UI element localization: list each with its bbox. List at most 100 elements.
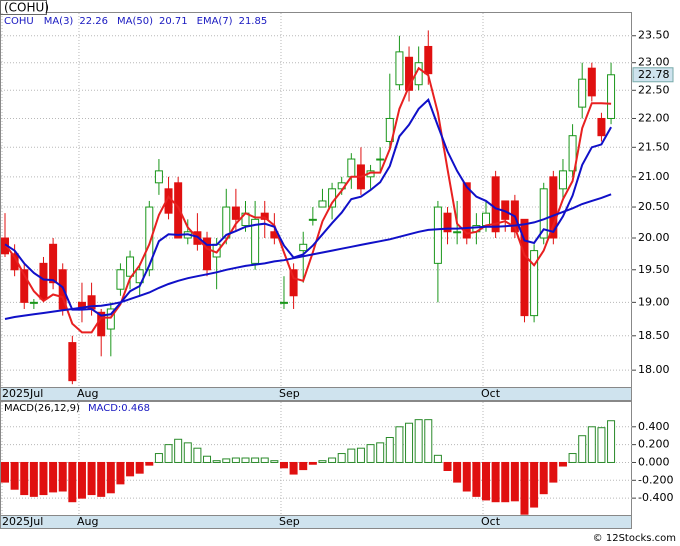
histogram-bar	[501, 461, 510, 503]
histogram-bar	[193, 447, 202, 463]
candle-body	[174, 182, 183, 239]
candle-body	[49, 243, 58, 284]
candle-body	[116, 269, 125, 290]
histogram-bar	[260, 457, 269, 463]
x-tick-label: 2025Jul	[2, 387, 43, 400]
candle-body	[289, 269, 298, 297]
histogram-bar	[405, 422, 414, 463]
histogram-bar	[414, 419, 423, 463]
y-tick-label: 18.50	[638, 329, 670, 342]
histogram-bar	[395, 426, 404, 463]
histogram-bar	[510, 461, 519, 502]
histogram-bar	[356, 447, 365, 463]
candle-body	[395, 51, 404, 86]
candle-body	[424, 45, 433, 75]
candle-body	[106, 308, 115, 330]
candle-body	[539, 188, 548, 239]
histogram-bar	[241, 457, 250, 463]
candle-body	[530, 250, 539, 317]
histogram-bar	[145, 461, 154, 466]
histogram-bar	[39, 461, 48, 496]
legend-value: 20.71	[159, 16, 188, 27]
candle-body	[443, 212, 452, 233]
candle-body	[520, 218, 529, 317]
candle-body	[607, 74, 616, 119]
histogram-bar	[1, 461, 9, 483]
histogram-bar	[299, 461, 308, 471]
histogram-bar	[308, 461, 317, 465]
histogram-bar	[433, 454, 442, 463]
candle-body	[558, 170, 567, 190]
candle-body	[203, 237, 212, 271]
y-tick-label: 19.00	[638, 295, 670, 308]
histogram-bar	[222, 458, 231, 463]
histogram-bar	[154, 453, 163, 463]
histogram-bar	[462, 461, 471, 492]
candle-body	[308, 218, 317, 221]
last-price-box	[632, 67, 674, 83]
histogram-bar	[520, 461, 529, 515]
histogram-bar	[472, 461, 481, 497]
histogram-bar	[58, 461, 67, 492]
candle-body	[587, 67, 596, 97]
legend-symbol: COHU	[4, 16, 34, 27]
candle-body	[68, 342, 77, 382]
moving-average-line	[4, 193, 612, 320]
histogram-bar	[482, 461, 490, 501]
x-tick-label: Sep	[279, 387, 300, 400]
legend-name: MA(3)	[44, 16, 74, 27]
candle-body	[568, 135, 577, 172]
histogram-bar	[453, 461, 462, 483]
histogram-bar	[549, 461, 558, 483]
histogram-bar	[97, 461, 106, 497]
x-tick-label: Oct	[481, 515, 501, 528]
histogram-bar	[135, 461, 144, 474]
candle-body	[145, 206, 154, 271]
legend-value: 22.26	[79, 16, 108, 27]
y-tick-label: 23.50	[638, 29, 670, 42]
candle-body	[20, 269, 29, 303]
histogram-bar	[164, 444, 173, 463]
histogram-bar	[424, 419, 433, 463]
histogram-bar	[212, 460, 221, 463]
copyright: © 12Stocks.com	[593, 533, 676, 544]
candle-body	[462, 182, 471, 239]
histogram-bar	[279, 461, 288, 469]
panel-subtitle: MACD:0.468	[88, 403, 150, 414]
histogram-bar	[578, 435, 587, 463]
y-tick-label: 19.50	[638, 263, 670, 276]
histogram-bar	[87, 461, 96, 496]
y-tick-label: 22.50	[638, 83, 670, 96]
histogram-bar	[106, 461, 115, 494]
y-tick-label: 22.00	[638, 111, 670, 124]
panel-title: MACD(26,12,9)	[4, 403, 80, 414]
histogram-bar	[289, 461, 298, 475]
histogram-bar	[539, 461, 548, 495]
histogram-bar	[337, 453, 346, 463]
last-price-label: 22.78	[638, 68, 670, 81]
x-tick-label: 2025Jul	[2, 515, 43, 528]
y-tick-label: 21.50	[638, 140, 670, 153]
candle-body	[318, 200, 327, 208]
histogram-bar	[318, 460, 327, 463]
y-tick-label: 20.00	[638, 231, 670, 244]
candle-body	[260, 212, 269, 220]
candle-body	[482, 212, 490, 227]
legend-name: MA(50)	[117, 16, 153, 27]
histogram-bar	[49, 461, 58, 493]
histogram-bar	[443, 461, 452, 471]
histogram-bar	[183, 442, 192, 463]
histogram-bar	[126, 461, 135, 477]
histogram-bar	[116, 461, 125, 485]
histogram-bar	[29, 461, 38, 497]
title-box	[0, 0, 47, 15]
histogram-bar	[491, 461, 500, 503]
histogram-bar	[231, 457, 240, 463]
y-tick-label: -0.400	[638, 491, 673, 504]
candle-body	[433, 206, 442, 264]
candle-body	[251, 218, 260, 264]
y-tick-label: 23.00	[638, 56, 670, 69]
histogram-bar	[376, 442, 385, 463]
histogram-bar	[607, 420, 616, 463]
legend-name: EMA(7)	[197, 16, 233, 27]
